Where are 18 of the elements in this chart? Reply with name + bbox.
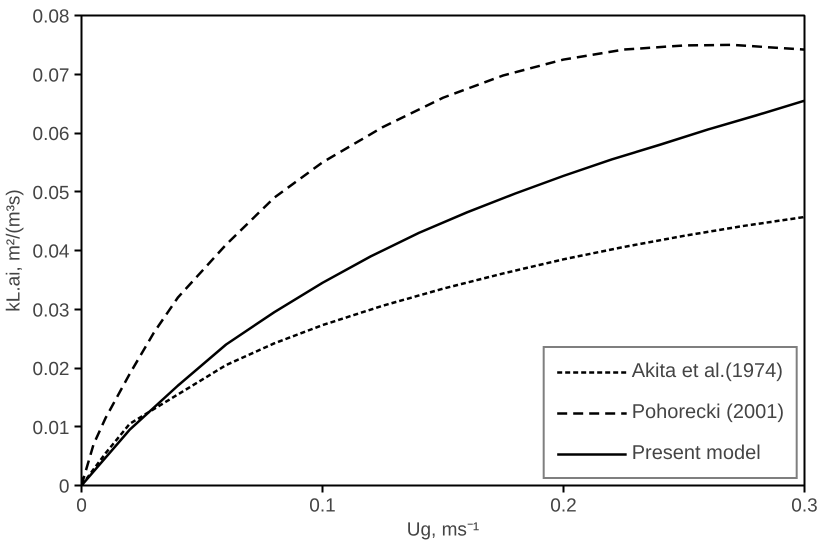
- y-tick-label: 0.02: [32, 359, 70, 380]
- y-tick-label: 0.07: [32, 65, 70, 86]
- x-tick-label: 0.1: [309, 496, 336, 516]
- x-tick-label: 0.2: [550, 496, 577, 516]
- y-tick-label: 0.05: [32, 182, 70, 204]
- legend-label: Present model: [632, 442, 761, 465]
- legend-label: Pohorecki (2001): [632, 401, 784, 424]
- y-tick-label: 0.04: [32, 242, 70, 262]
- y-tick-label: 0.03: [32, 300, 70, 322]
- y-tick-label: 0.01: [32, 418, 70, 439]
- y-tick-label: 0.06: [32, 124, 70, 145]
- x-tick-label: 0.3: [791, 496, 818, 516]
- legend-label: Akita et al.(1974): [632, 360, 783, 383]
- y-tick-label: 0: [58, 476, 70, 498]
- y-axis-title: kL.ai, m²/(m³s): [4, 189, 25, 312]
- x-tick-label: 0: [76, 496, 87, 516]
- y-tick-label: 0.08: [32, 6, 70, 28]
- x-axis-title: Ug, ms⁻¹: [406, 520, 480, 540]
